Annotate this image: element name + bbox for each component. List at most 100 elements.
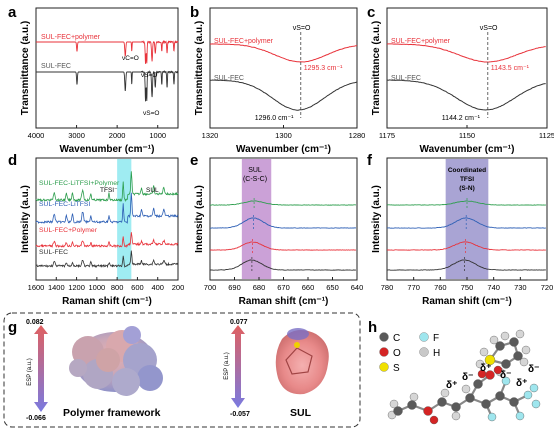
polymer-framework-surface bbox=[69, 326, 163, 396]
x-axis-label-d: Raman shift (cm⁻¹) bbox=[62, 296, 152, 307]
series-line-d-1 bbox=[35, 192, 179, 225]
x-tick-label-f-1: 770 bbox=[407, 283, 420, 292]
panel-h: h C F O H S bbox=[368, 319, 541, 425]
sulfur-atom bbox=[484, 354, 496, 366]
x-tick-label-f-2: 760 bbox=[434, 283, 447, 292]
x-tick-label-d-6: 400 bbox=[151, 283, 164, 292]
panel-letter-h: h bbox=[368, 319, 377, 336]
charge-label-3: δ⁺ bbox=[480, 363, 491, 374]
panel-g: g 0.082 -0.066 ESP (a.u.) bbox=[3, 312, 361, 428]
esp-max-left: 0.082 bbox=[26, 319, 44, 326]
series-line-f-3 bbox=[386, 259, 546, 271]
series-label-a-1: SUL-FEC bbox=[41, 63, 71, 70]
panel-letter-f: f bbox=[367, 152, 373, 169]
x-tick-label-c-0: 1175 bbox=[379, 131, 395, 140]
annotation-f-coordinated: Coordinated bbox=[448, 167, 486, 174]
x-axis-label-e: Raman shift (cm⁻¹) bbox=[239, 296, 329, 307]
legend-symbol-s: S bbox=[393, 363, 400, 374]
x-tick-label-d-1: 1400 bbox=[48, 283, 65, 292]
annotation-a-so-2: νS=O bbox=[143, 110, 159, 117]
x-axis-label-c: Wavenumber (cm⁻¹) bbox=[420, 144, 515, 155]
x-tick-label-b-2: 1280 bbox=[349, 131, 366, 140]
series-line-f-0 bbox=[386, 200, 546, 206]
series-label-d-3: SUL-FEC bbox=[39, 249, 68, 256]
series-line-d-3 bbox=[35, 250, 178, 269]
peak-label-c-polymer: 1143.5 cm⁻¹ bbox=[491, 65, 530, 72]
x-tick-label-f-4: 740 bbox=[487, 283, 500, 292]
x-tick-label-e-4: 660 bbox=[302, 283, 315, 292]
panel-letter-g: g bbox=[8, 319, 17, 336]
x-tick-label-e-6: 640 bbox=[351, 283, 364, 292]
esp-min-right: -0.057 bbox=[230, 411, 250, 418]
x-tick-label-c-2: 1125 bbox=[539, 131, 554, 140]
series-line-b-sul-fec bbox=[209, 79, 358, 111]
series-line-d-0 bbox=[35, 171, 179, 203]
charge-label-4: δ⁻ bbox=[500, 370, 511, 381]
molecule-model bbox=[387, 329, 541, 425]
panel-g-border bbox=[3, 312, 361, 428]
panel-letter-c: c bbox=[367, 4, 375, 21]
legend-symbol-h: H bbox=[433, 348, 440, 359]
y-axis-label-b: Transmittance (a.u.) bbox=[194, 21, 205, 115]
annotation-d-tfsi: TFSI⁻ bbox=[100, 187, 118, 194]
sul-caption: SUL bbox=[290, 407, 312, 419]
x-axis-label-b: Wavenumber (cm⁻¹) bbox=[236, 144, 331, 155]
annotation-f-tfsi: TFSI bbox=[460, 176, 474, 183]
series-label-a-0: SUL-FEC+polymer bbox=[41, 34, 101, 41]
x-tick-label-f-3: 750 bbox=[461, 283, 474, 292]
charge-label-1: δ⁺ bbox=[446, 380, 457, 391]
x-tick-label-a-2: 2000 bbox=[109, 131, 126, 140]
annotation-a-so-1: νS=O bbox=[141, 72, 157, 79]
esp-max-right: 0.077 bbox=[230, 319, 248, 326]
plot-frame-a bbox=[35, 7, 179, 129]
panel-letter-d: d bbox=[8, 152, 17, 169]
series-label-d-0: SUL-FEC-LiTFSI+Polymer bbox=[39, 180, 120, 187]
peak-label-b-sul-fec: 1296.0 cm⁻¹ bbox=[255, 115, 294, 122]
x-tick-label-b-0: 1320 bbox=[202, 131, 219, 140]
charge-label-5: δ⁺ bbox=[516, 378, 527, 389]
annotation-e-sul: SUL bbox=[248, 167, 262, 174]
annotation-c-so: νS=O bbox=[480, 25, 498, 32]
series-label-b-0: SUL-FEC+polymer bbox=[214, 38, 274, 45]
annotation-d-sul: SUL bbox=[146, 187, 159, 194]
y-axis-label-a: Transmittance (a.u.) bbox=[20, 21, 31, 115]
series-label-c-1: SUL-FEC bbox=[391, 75, 421, 82]
charge-label-2: δ⁻ bbox=[462, 372, 473, 383]
esp-arrow-left bbox=[34, 325, 48, 412]
y-axis-label-f: Intensity (a.u.) bbox=[371, 185, 382, 253]
series-label-d-1: SUL-FEC-LiTFSI bbox=[39, 201, 90, 208]
x-tick-label-e-5: 650 bbox=[326, 283, 339, 292]
legend-atom-f bbox=[419, 332, 429, 342]
peak-label-b-polymer: 1295.3 cm⁻¹ bbox=[304, 65, 343, 72]
series-line-b-polymer bbox=[209, 43, 358, 63]
highlight-band-f bbox=[445, 159, 489, 279]
charge-label-6: δ⁻ bbox=[528, 364, 539, 375]
x-tick-label-f-0: 780 bbox=[381, 283, 394, 292]
panel-b: 1320 1300 1280 Wavenumber (cm⁻¹) Transmittan… bbox=[194, 7, 366, 155]
panel-d: 1600 1400 1200 1000 800 600 400 200 Raman shift … bbox=[20, 157, 184, 307]
series-label-b-1: SUL-FEC bbox=[214, 75, 244, 82]
series-line-a-sul-fec bbox=[36, 69, 179, 102]
series-line-f-2 bbox=[386, 241, 546, 251]
x-tick-label-f-5: 730 bbox=[514, 283, 527, 292]
legend-symbol-f: F bbox=[433, 333, 439, 344]
series-line-e-2 bbox=[209, 241, 357, 251]
legend-atom-s bbox=[379, 362, 389, 372]
x-tick-label-d-4: 800 bbox=[111, 283, 124, 292]
x-tick-label-a-0: 4000 bbox=[28, 131, 45, 140]
x-axis-label-a: Wavenumber (cm⁻¹) bbox=[60, 144, 155, 155]
atom-legend: C F O H S bbox=[379, 332, 440, 374]
annotation-e-csc: (C-S-C) bbox=[243, 176, 267, 183]
x-tick-label-d-5: 600 bbox=[131, 283, 144, 292]
esp-arrow-right bbox=[231, 325, 245, 408]
y-axis-label-c: Transmittance (a.u.) bbox=[371, 21, 382, 115]
annotation-a-co: νC=O bbox=[122, 55, 139, 62]
x-tick-label-a-3: 1000 bbox=[149, 131, 166, 140]
legend-symbol-c: C bbox=[393, 333, 400, 344]
x-tick-label-e-2: 680 bbox=[253, 283, 266, 292]
x-tick-label-d-3: 1000 bbox=[89, 283, 106, 292]
x-tick-label-b-1: 1300 bbox=[275, 131, 292, 140]
polymer-framework-caption: Polymer framework bbox=[63, 407, 161, 419]
panel-letter-b: b bbox=[190, 4, 199, 21]
